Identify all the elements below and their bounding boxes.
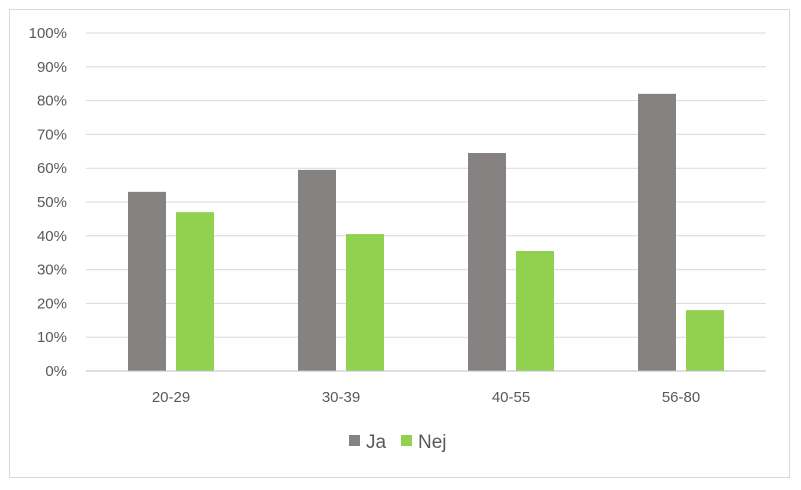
y-tick-label: 100% <box>29 25 67 42</box>
x-tick-label: 30-39 <box>322 389 360 406</box>
bar-nej-40-55 <box>516 251 554 371</box>
bar-ja-40-55 <box>468 152 506 371</box>
y-tick-label: 80% <box>37 93 67 110</box>
y-tick-label: 90% <box>37 59 67 76</box>
x-tick-label: 40-55 <box>492 389 530 406</box>
y-tick-label: 20% <box>37 295 67 312</box>
bar-nej-20-29 <box>176 212 214 371</box>
legend-label-nej: Nej <box>418 432 447 453</box>
legend-label-ja: Ja <box>366 432 387 453</box>
bar-ja-20-29 <box>128 191 166 371</box>
y-tick-label: 50% <box>37 194 67 211</box>
y-tick-label: 30% <box>37 262 67 279</box>
y-tick-label: 70% <box>37 126 67 143</box>
bar-ja-56-80 <box>638 93 676 371</box>
bar-nej-30-39 <box>346 234 384 371</box>
y-tick-label: 60% <box>37 160 67 177</box>
x-tick-label: 20-29 <box>152 389 190 406</box>
bar-nej-56-80 <box>686 310 724 371</box>
y-tick-label: 10% <box>37 329 67 346</box>
y-tick-label: 40% <box>37 228 67 245</box>
bar-ja-30-39 <box>298 169 336 371</box>
y-tick-label: 0% <box>45 363 67 380</box>
legend-swatch-ja <box>349 435 360 446</box>
legend-swatch-nej <box>401 435 412 446</box>
x-tick-label: 56-80 <box>662 389 700 406</box>
